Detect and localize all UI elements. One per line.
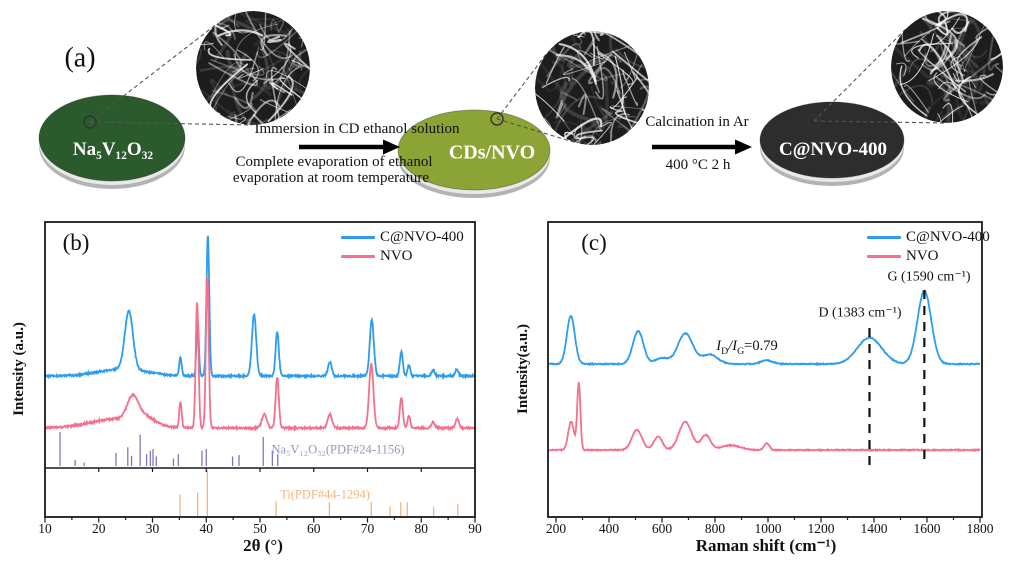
reference-sticks-na5v12o32 — [59, 432, 279, 466]
raman-chart — [547, 221, 983, 523]
raman-curve-c-nvo-400 — [547, 289, 981, 367]
ratio-sub2: G — [737, 345, 745, 357]
ratio-sub1: D — [721, 345, 729, 357]
x-tick-label: 1000 — [754, 521, 782, 536]
process-arrow-head — [735, 139, 752, 155]
step1-text-bottom-1: Complete evaporation of ethanol — [235, 154, 433, 171]
sem-image — [535, 31, 649, 145]
raman-curve-nvo — [547, 382, 981, 453]
magnifier-source-circle — [807, 114, 821, 128]
legend-line-blue — [867, 236, 901, 239]
xrd-y-axis-label: Intensity (a.u.) — [11, 322, 28, 416]
panel-c-tag: (c) — [581, 229, 607, 255]
panel-b-tag: (b) — [62, 229, 90, 255]
x-tick-label: 600 — [651, 521, 673, 536]
xrd-chart — [44, 221, 476, 523]
x-tick-label: 1200 — [807, 521, 835, 536]
x-tick-label: 40 — [199, 521, 214, 536]
x-tick-label: 90 — [468, 521, 482, 536]
magnifier-dashed-line — [813, 27, 908, 122]
x-tick-label: 200 — [545, 521, 567, 536]
legend-label: C@NVO-400 — [906, 229, 990, 245]
magnifier-dashed-line — [89, 22, 219, 123]
ratio-i1: I — [716, 337, 722, 354]
magnifier-dashed-line — [89, 121, 252, 126]
x-tick-label: 20 — [92, 521, 106, 536]
ratio-i2: /I — [728, 337, 738, 354]
id-ig-ratio: ID/IG=0.79 — [716, 337, 778, 357]
disk-label-cds-nvo: CDs/NVO — [448, 141, 536, 164]
x-tick-label: 10 — [38, 521, 52, 536]
sem-image — [891, 11, 1003, 123]
legend-label: NVO — [380, 248, 413, 264]
raman-plot-frame — [547, 221, 983, 518]
xrd-curve-nvo — [44, 275, 476, 432]
x-tick-label: 80 — [414, 521, 429, 536]
x-tick-label: 30 — [145, 521, 160, 536]
reference-label-na5v12o32: Na₅V₁₂O₃₂(PDF#24-1156) — [271, 442, 405, 457]
x-tick-label: 1400 — [860, 521, 888, 536]
raman-y-axis-label: Intensity(a.u.) — [515, 323, 532, 415]
reference-label-ti: Ti(PDF#44-1294) — [280, 487, 370, 502]
raman-x-axis-label: Raman shift (cm⁻¹) — [695, 536, 837, 556]
process-arrow-head — [383, 139, 400, 155]
panel-a-tag: (a) — [64, 42, 96, 74]
legend-label: NVO — [906, 248, 939, 264]
x-tick-label: 1800 — [966, 521, 994, 536]
magnifier-source-circle — [83, 115, 97, 129]
panel-a-art — [38, 11, 1003, 198]
legend-label: C@NVO-400 — [380, 229, 464, 245]
x-tick-label: 70 — [360, 521, 375, 536]
raman-legend-item-1: C@NVO-400 — [867, 229, 990, 246]
step2-text-bottom: 400 °C 2 h — [665, 157, 731, 174]
disk-label-c-nvo-400: C@NVO-400 — [778, 139, 888, 161]
reference-sticks-ti — [179, 470, 459, 516]
xrd-legend-item-2: NVO — [341, 248, 413, 265]
legend-line-blue — [341, 236, 375, 239]
disk-c-nvo-400 — [759, 101, 905, 186]
raman-legend-item-2: NVO — [867, 248, 939, 265]
x-tick-label: 400 — [598, 521, 620, 536]
magnifier-dashed-line — [813, 120, 947, 124]
magnifier-source-circle — [490, 112, 504, 126]
ratio-value: =0.79 — [744, 337, 778, 354]
x-tick-label: 1600 — [913, 521, 941, 536]
step1-text-top: Immersion in CD ethanol solution — [254, 121, 460, 138]
disk-label-nvo: Na₅V₁₂O₃₂ — [72, 139, 154, 161]
disk-nvo — [38, 94, 186, 189]
x-tick-label: 800 — [704, 521, 726, 536]
x-tick-label: 60 — [307, 521, 321, 536]
step2-text-top: Calcination in Ar — [645, 114, 749, 131]
legend-line-pink — [867, 255, 901, 258]
x-tick-label: 50 — [253, 521, 267, 536]
xrd-legend-item-1: C@NVO-400 — [341, 229, 464, 246]
xrd-curve-c-nvo-400 — [44, 235, 476, 381]
xrd-x-axis-label: 2θ (°) — [243, 536, 283, 556]
d-band-label: D (1383 cm⁻¹) — [818, 305, 902, 321]
g-band-label: G (1590 cm⁻¹) — [887, 269, 971, 285]
legend-line-pink — [341, 255, 375, 258]
disk-cds-nvo — [397, 109, 551, 198]
step1-text-bottom-2: evaporation at room temperature — [232, 170, 430, 187]
